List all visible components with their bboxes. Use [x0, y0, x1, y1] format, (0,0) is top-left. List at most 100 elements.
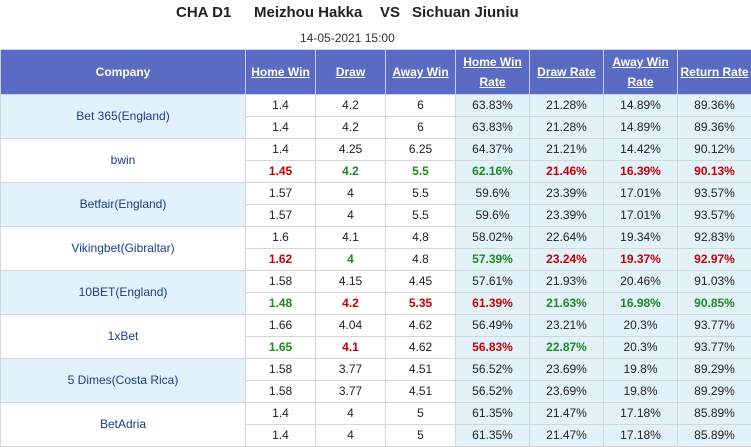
open-away-win-rate-cell: 20.3%: [604, 315, 678, 337]
open-draw-rate-cell: 23.21%: [530, 315, 604, 337]
vs-label: VS: [380, 4, 400, 21]
open-away-win-rate-cell: 14.42%: [604, 139, 678, 161]
close-away-win-rate-cell: 19.37%: [604, 249, 678, 271]
close-draw-rate-cell: 23.39%: [530, 205, 604, 227]
open-return-rate-cell: 93.57%: [678, 183, 751, 205]
close-home-win-cell: 1.4: [246, 117, 316, 139]
open-home-win-cell: 1.4: [246, 95, 316, 117]
close-home-win-rate-cell: 61.39%: [456, 293, 530, 315]
column-header-away-win-rate[interactable]: Away Win Rate: [604, 50, 678, 95]
open-draw-cell: 4.25: [316, 139, 386, 161]
match-datetime: 14-05-2021 15:00: [300, 31, 395, 45]
open-away-win-cell: 5.5: [386, 183, 456, 205]
close-home-win-rate-cell: 59.6%: [456, 205, 530, 227]
close-home-win-cell: 1.65: [246, 337, 316, 359]
open-home-win-rate-cell: 57.61%: [456, 271, 530, 293]
company-link[interactable]: 5 Dimes(Costa Rica): [1, 359, 246, 403]
company-link[interactable]: bwin: [1, 139, 246, 183]
open-draw-rate-cell: 21.47%: [530, 403, 604, 425]
close-draw-cell: 4.2: [316, 293, 386, 315]
open-away-win-cell: 6.25: [386, 139, 456, 161]
open-return-rate-cell: 93.77%: [678, 315, 751, 337]
column-header-draw-rate[interactable]: Draw Rate: [530, 50, 604, 95]
column-header-home-win-rate[interactable]: Home Win Rate: [456, 50, 530, 95]
company-link[interactable]: Betfair(England): [1, 183, 246, 227]
close-away-win-cell: 5: [386, 425, 456, 447]
open-home-win-rate-cell: 58.02%: [456, 227, 530, 249]
open-home-win-cell: 1.58: [246, 359, 316, 381]
close-away-win-cell: 5.5: [386, 161, 456, 183]
close-away-win-cell: 4.8: [386, 249, 456, 271]
close-draw-rate-cell: 23.24%: [530, 249, 604, 271]
open-return-rate-cell: 89.36%: [678, 95, 751, 117]
close-away-win-rate-cell: 19.8%: [604, 381, 678, 403]
open-away-win-rate-cell: 20.46%: [604, 271, 678, 293]
close-draw-cell: 3.77: [316, 381, 386, 403]
home-team-name: Meizhou Hakka: [254, 4, 362, 21]
close-home-win-rate-cell: 61.35%: [456, 425, 530, 447]
close-away-win-cell: 6: [386, 117, 456, 139]
close-home-win-rate-cell: 62.16%: [456, 161, 530, 183]
column-header-company: Company: [1, 50, 246, 95]
open-draw-rate-cell: 21.21%: [530, 139, 604, 161]
open-home-win-cell: 1.4: [246, 139, 316, 161]
open-return-rate-cell: 92.83%: [678, 227, 751, 249]
close-draw-cell: 4: [316, 205, 386, 227]
close-home-win-cell: 1.57: [246, 205, 316, 227]
open-away-win-rate-cell: 14.89%: [604, 95, 678, 117]
column-header-away-win[interactable]: Away Win: [386, 50, 456, 95]
open-home-win-cell: 1.4: [246, 403, 316, 425]
open-home-win-cell: 1.66: [246, 315, 316, 337]
close-return-rate-cell: 90.13%: [678, 161, 751, 183]
close-away-win-cell: 4.62: [386, 337, 456, 359]
open-draw-cell: 4.04: [316, 315, 386, 337]
odds-table: Company Home Win Draw Away Win Home Win …: [0, 49, 751, 447]
open-away-win-rate-cell: 19.34%: [604, 227, 678, 249]
company-link[interactable]: 1xBet: [1, 315, 246, 359]
open-home-win-cell: 1.57: [246, 183, 316, 205]
company-link[interactable]: BetAdria: [1, 403, 246, 447]
open-draw-rate-cell: 21.93%: [530, 271, 604, 293]
open-away-win-cell: 6: [386, 95, 456, 117]
close-draw-rate-cell: 22.87%: [530, 337, 604, 359]
open-home-win-rate-cell: 56.49%: [456, 315, 530, 337]
open-draw-cell: 4: [316, 403, 386, 425]
column-header-home-win[interactable]: Home Win: [246, 50, 316, 95]
open-draw-cell: 4.15: [316, 271, 386, 293]
league-name: CHA D1: [176, 4, 231, 21]
close-home-win-rate-cell: 57.39%: [456, 249, 530, 271]
open-away-win-rate-cell: 17.01%: [604, 183, 678, 205]
close-return-rate-cell: 93.77%: [678, 337, 751, 359]
open-draw-rate-cell: 23.39%: [530, 183, 604, 205]
open-away-win-cell: 4.51: [386, 359, 456, 381]
company-link[interactable]: 10BET(England): [1, 271, 246, 315]
close-away-win-cell: 5.5: [386, 205, 456, 227]
close-away-win-rate-cell: 17.01%: [604, 205, 678, 227]
company-link[interactable]: Bet 365(England): [1, 95, 246, 139]
close-draw-cell: 4: [316, 249, 386, 271]
close-return-rate-cell: 92.97%: [678, 249, 751, 271]
close-home-win-cell: 1.4: [246, 425, 316, 447]
open-draw-rate-cell: 22.64%: [530, 227, 604, 249]
open-return-rate-cell: 89.29%: [678, 359, 751, 381]
match-title: CHA D1 Meizhou Hakka VS Sichuan Jiuniu: [0, 4, 751, 26]
close-return-rate-cell: 89.29%: [678, 381, 751, 403]
company-link[interactable]: Vikingbet(Gibraltar): [1, 227, 246, 271]
close-draw-rate-cell: 21.46%: [530, 161, 604, 183]
close-return-rate-cell: 89.36%: [678, 117, 751, 139]
column-header-draw[interactable]: Draw: [316, 50, 386, 95]
column-header-return-rate[interactable]: Return Rate: [678, 50, 751, 95]
close-draw-cell: 4: [316, 425, 386, 447]
open-home-win-rate-cell: 59.6%: [456, 183, 530, 205]
open-home-win-rate-cell: 63.83%: [456, 95, 530, 117]
close-home-win-cell: 1.45: [246, 161, 316, 183]
close-away-win-rate-cell: 20.3%: [604, 337, 678, 359]
away-team-name: Sichuan Jiuniu: [412, 4, 519, 21]
close-home-win-cell: 1.58: [246, 381, 316, 403]
close-away-win-cell: 5.35: [386, 293, 456, 315]
